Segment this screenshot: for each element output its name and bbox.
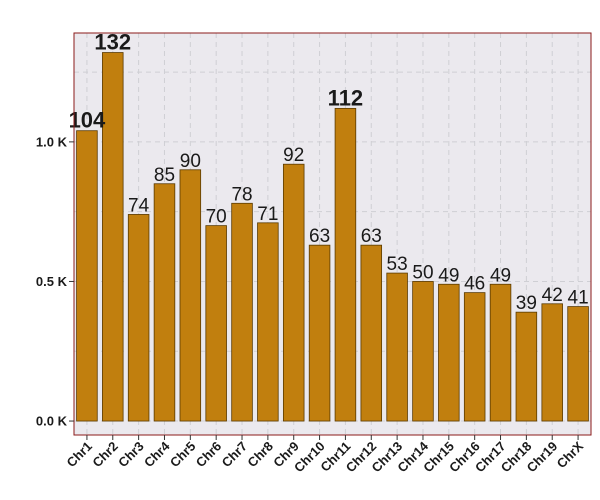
bar-chr8 (257, 222, 279, 422)
bar-label-chr13: 53 (387, 254, 408, 275)
bar-label-chr7: 78 (231, 184, 252, 205)
bars (76, 52, 589, 422)
bar-chr12 (360, 244, 383, 422)
bar-chr5 (179, 169, 202, 422)
bar-label-chr16: 46 (464, 274, 485, 295)
x-tick-label-chrx: ChrX (554, 438, 587, 471)
bar-label-chr2: 132 (94, 30, 131, 55)
bar-label-chr12: 63 (361, 226, 382, 247)
bar-chr6 (205, 225, 227, 422)
x-tick-label-chr6: Chr6 (193, 439, 225, 471)
x-tick-label-chr4: Chr4 (141, 438, 173, 470)
bar-label-chr8: 71 (257, 204, 278, 225)
bar-label-chr10: 63 (309, 226, 330, 247)
y-tick-label: 1.0 K (36, 134, 68, 149)
bar-label-chr1: 104 (69, 108, 106, 133)
bar-chr7 (231, 202, 253, 422)
x-tick-label-chr7: Chr7 (219, 439, 251, 471)
y-tick-label: 0.0 K (36, 414, 68, 429)
bar-label-chr3: 74 (128, 195, 150, 216)
y-tick-label: 0.5 K (36, 274, 68, 289)
x-tick-label-chr2: Chr2 (89, 439, 121, 471)
bar-label-chr18: 39 (516, 293, 537, 314)
bar-chr4 (153, 183, 176, 422)
bar-chr3 (127, 214, 150, 422)
bar-chr13 (386, 272, 408, 422)
bar-chr16 (463, 292, 486, 422)
y-axis: 0.0 K 0.5 K 1.0 K (36, 134, 74, 429)
bar-chr10 (308, 244, 331, 422)
bar-chr17 (489, 283, 512, 422)
panel-border (73, 32, 592, 436)
bar-label-chr15: 49 (438, 265, 459, 286)
bar-label-chr5: 90 (180, 151, 201, 172)
bar-chrx (567, 306, 589, 422)
bar-label-chr14: 50 (412, 262, 433, 283)
bar-label-chrx: 41 (568, 288, 589, 309)
bar-chr1 (76, 130, 98, 422)
bar-chr14 (412, 281, 434, 422)
bar-label-chr17: 49 (490, 265, 511, 286)
bar-label-chr9: 92 (283, 145, 304, 166)
bar-chr2 (102, 52, 124, 422)
bar-label-chr6: 70 (206, 207, 227, 228)
bar-label-chr19: 42 (542, 285, 563, 306)
bar-chr19 (541, 303, 563, 422)
x-axis: Chr1Chr2Chr3Chr4Chr5Chr6Chr7Chr8Chr9Chr1… (63, 435, 586, 475)
bar-chr9 (282, 163, 305, 422)
bar-label-chr11: 112 (328, 85, 364, 110)
x-tick-label-chr8: Chr8 (244, 439, 276, 471)
bar-chr11 (334, 107, 357, 422)
x-tick-label-chr5: Chr5 (167, 439, 199, 471)
bar-label-chr4: 85 (154, 165, 175, 186)
bar-chr18 (515, 311, 538, 422)
x-tick-label-chr3: Chr3 (115, 439, 147, 471)
bar-chr15 (438, 283, 460, 422)
x-tick-label-chr1: Chr1 (63, 439, 95, 471)
